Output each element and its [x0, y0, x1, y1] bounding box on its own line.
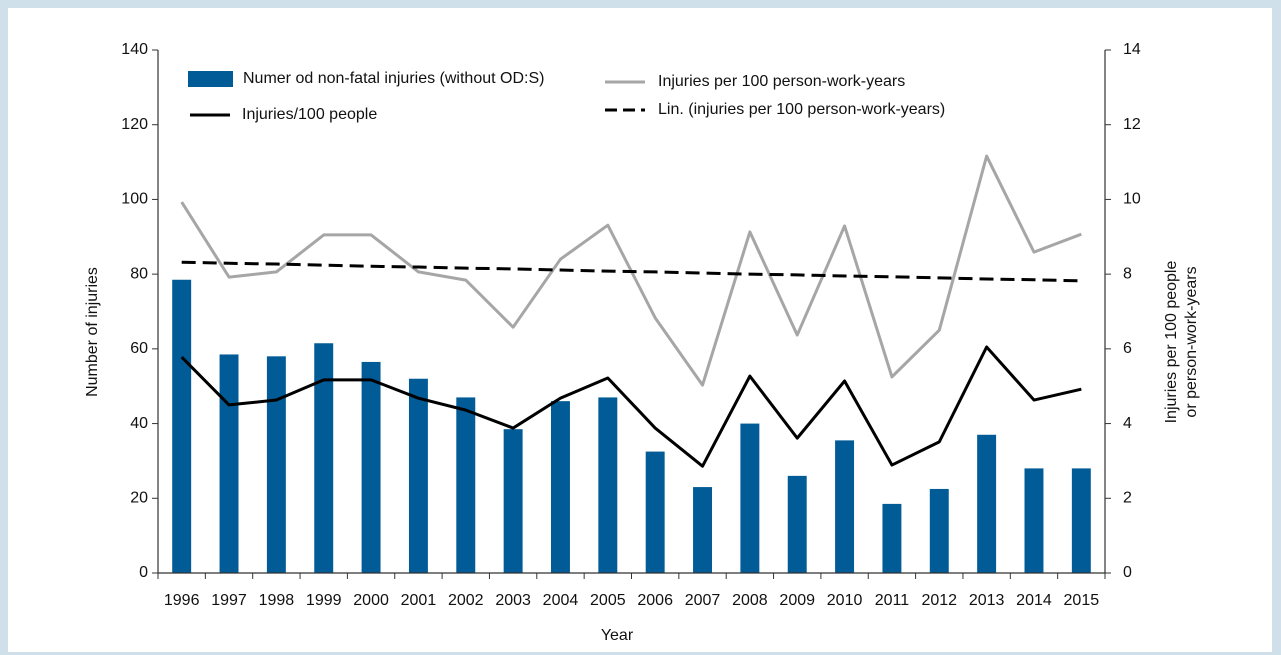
- x-tick-label: 1998: [259, 592, 295, 609]
- x-tick-label: 2010: [827, 592, 863, 609]
- bar: [598, 397, 618, 573]
- y2-tick-label: 0: [1123, 564, 1132, 581]
- x-tick-label: 2005: [590, 592, 626, 609]
- bar: [835, 440, 855, 573]
- bar: [1071, 468, 1091, 573]
- x-tick-label: 2004: [543, 592, 579, 609]
- x-tick-label: 2001: [401, 592, 437, 609]
- x-axis-title: Year: [601, 627, 634, 644]
- bar: [740, 423, 760, 573]
- y-tick-label: 120: [121, 116, 148, 133]
- y-tick-label: 0: [139, 564, 148, 581]
- y2-axis-title: Injuries per 100 people: [1163, 261, 1180, 424]
- x-tick-label: 2002: [448, 592, 484, 609]
- line-series: [181, 260, 1082, 283]
- x-tick-label: 2013: [969, 592, 1005, 609]
- line-series: [180, 345, 1082, 468]
- y-axis-title: Number of injuries: [84, 267, 101, 397]
- legend-label: Numer od non-fatal injuries (without OD:…: [243, 70, 544, 87]
- x-tick-label: 1999: [306, 592, 342, 609]
- bar: [266, 356, 286, 573]
- y-tick-label: 40: [130, 415, 148, 432]
- x-tick-label: 1997: [211, 592, 247, 609]
- y2-tick-label: 8: [1123, 265, 1132, 282]
- y-tick-label: 140: [121, 41, 148, 58]
- bar: [503, 429, 523, 573]
- bar: [1024, 468, 1044, 573]
- bar: [361, 361, 381, 573]
- bar: [456, 397, 476, 573]
- x-tick-label: 2000: [353, 592, 389, 609]
- x-tick-label: 2015: [1064, 592, 1100, 609]
- bar: [219, 354, 239, 573]
- y2-tick-label: 14: [1123, 41, 1141, 58]
- y2-tick-label: 4: [1123, 415, 1132, 432]
- y2-tick-label: 6: [1123, 340, 1132, 357]
- bar: [787, 475, 807, 573]
- x-tick-label: 2014: [1016, 592, 1052, 609]
- x-tick-label: 1996: [164, 592, 200, 609]
- legend-swatch: [188, 71, 233, 87]
- bar: [977, 434, 997, 573]
- x-tick-label: 2011: [875, 592, 910, 609]
- x-tick-label: 2008: [732, 592, 768, 609]
- bar: [929, 488, 949, 573]
- x-tick-label: 2012: [921, 592, 957, 609]
- bar: [314, 343, 334, 573]
- y-tick-label: 20: [130, 490, 148, 507]
- x-tick-label: 2003: [495, 592, 531, 609]
- y2-tick-label: 10: [1123, 191, 1141, 208]
- x-tick-label: 2006: [637, 592, 673, 609]
- y2-axis-title: or person-work-years: [1183, 266, 1200, 417]
- legend-label: Injuries per 100 person-work-years: [658, 73, 905, 90]
- y-tick-label: 100: [121, 191, 148, 208]
- bar: [172, 279, 192, 573]
- y2-tick-label: 2: [1123, 490, 1132, 507]
- bar: [882, 503, 902, 573]
- y-tick-label: 60: [130, 340, 148, 357]
- x-tick-label: 2007: [685, 592, 721, 609]
- bar: [645, 451, 665, 573]
- bar: [693, 487, 712, 573]
- x-tick-label: 2009: [779, 592, 815, 609]
- legend-label: Injuries/100 people: [242, 106, 377, 123]
- y2-tick-label: 12: [1123, 116, 1141, 133]
- bar: [551, 401, 570, 573]
- bar: [408, 378, 428, 573]
- y-tick-label: 80: [130, 265, 148, 282]
- legend-label: Lin. (injuries per 100 person-work-years…: [658, 101, 945, 118]
